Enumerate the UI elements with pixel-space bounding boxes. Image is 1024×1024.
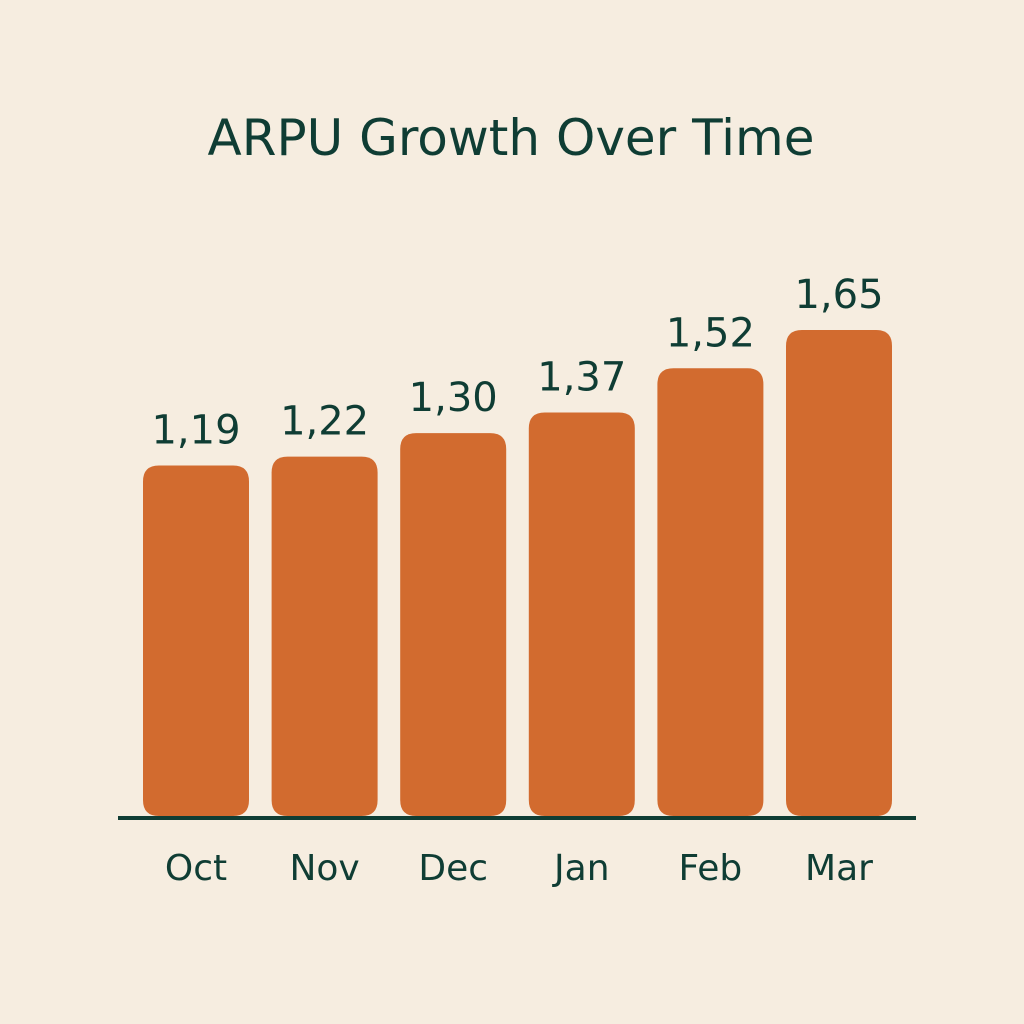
category-label-jan: Jan (552, 848, 610, 889)
value-label-nov: 1,22 (280, 399, 369, 445)
category-label-oct: Oct (165, 848, 227, 889)
bar-mar (786, 330, 892, 816)
bar-nov (271, 456, 378, 816)
bars-group (143, 330, 892, 816)
value-label-mar: 1,65 (794, 272, 883, 318)
bar-jan (528, 412, 635, 816)
value-label-jan: 1,37 (537, 354, 626, 400)
bar-dec (400, 433, 507, 816)
category-label-feb: Feb (679, 848, 743, 889)
category-label-dec: Dec (418, 848, 488, 889)
value-label-feb: 1,52 (666, 310, 755, 356)
category-label-mar: Mar (805, 848, 873, 889)
value-label-dec: 1,30 (409, 375, 498, 421)
bar-oct (143, 465, 249, 816)
category-labels-group: Oct Nov Dec Jan Feb Mar (165, 848, 873, 889)
category-label-nov: Nov (289, 848, 359, 889)
bar-feb (657, 368, 764, 816)
chart-title: ARPU Growth Over Time (208, 109, 815, 167)
value-label-oct: 1,19 (151, 407, 240, 453)
value-labels-group: 1,19 1,22 1,30 1,37 1,52 1,65 (151, 272, 883, 453)
